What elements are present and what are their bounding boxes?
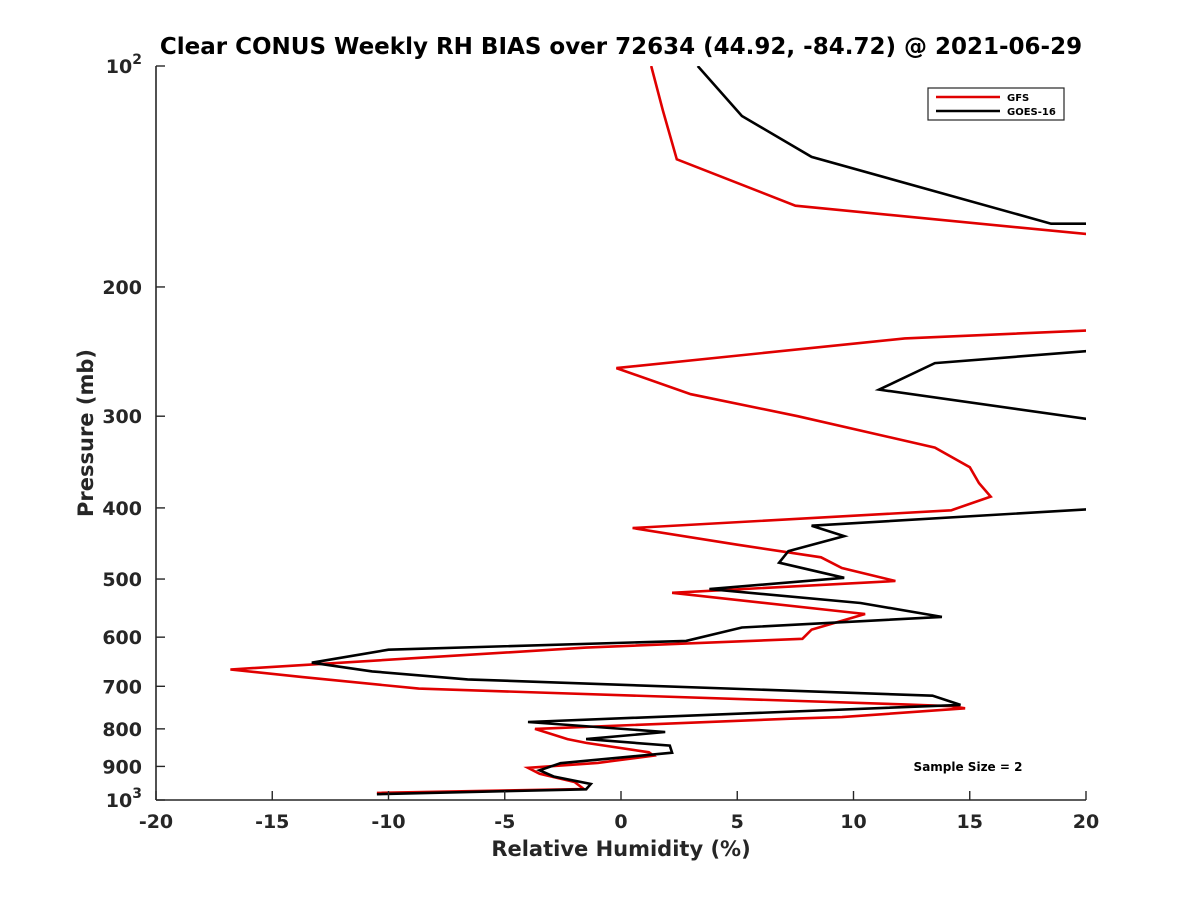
x-tick-label: -10: [371, 811, 405, 833]
x-tick-label: -20: [139, 811, 173, 833]
legend-label: GFS: [1007, 93, 1029, 104]
y-tick-label: 600: [102, 627, 142, 649]
y-tick-label: 200: [102, 277, 142, 299]
y-tick-label: 500: [102, 569, 142, 591]
series-line-gfs: [230, 66, 1086, 795]
y-tick-label: 900: [102, 756, 142, 778]
y-axis-ticks: 102 200 300 400 500 600 700 800 900 103: [102, 52, 165, 812]
sample-size-annotation: Sample Size = 2: [914, 760, 1023, 774]
series-line-goes-16: [311, 66, 1086, 796]
x-axis-label: Relative Humidity (%): [491, 837, 750, 861]
y-tick-label: 800: [102, 719, 142, 741]
chart-title: Clear CONUS Weekly RH BIAS over 72634 (4…: [160, 34, 1082, 60]
x-tick-label: -15: [255, 811, 289, 833]
x-tick-label: 0: [614, 811, 627, 833]
legend-box: [927, 87, 1065, 121]
x-tick-label: 10: [840, 811, 866, 833]
x-tick-label: 5: [731, 811, 744, 833]
y-tick-label: 700: [102, 676, 142, 698]
x-tick-label: -5: [494, 811, 515, 833]
y-axis-label: Pressure (mb): [74, 349, 98, 517]
legend-label: GOES-16: [1007, 107, 1056, 118]
y-tick-label: 103: [106, 786, 142, 812]
y-tick-label: 102: [106, 52, 142, 78]
plot-lines: [230, 66, 1086, 796]
x-tick-label: 15: [957, 811, 983, 833]
y-tick-label: 300: [102, 406, 142, 428]
legend: GFS GOES-16: [927, 87, 1065, 121]
x-axis-ticks: -20 -15 -10 -5 0 5 10 15 20: [139, 791, 1099, 833]
x-tick-label: 20: [1073, 811, 1099, 833]
y-tick-label: 400: [102, 498, 142, 520]
